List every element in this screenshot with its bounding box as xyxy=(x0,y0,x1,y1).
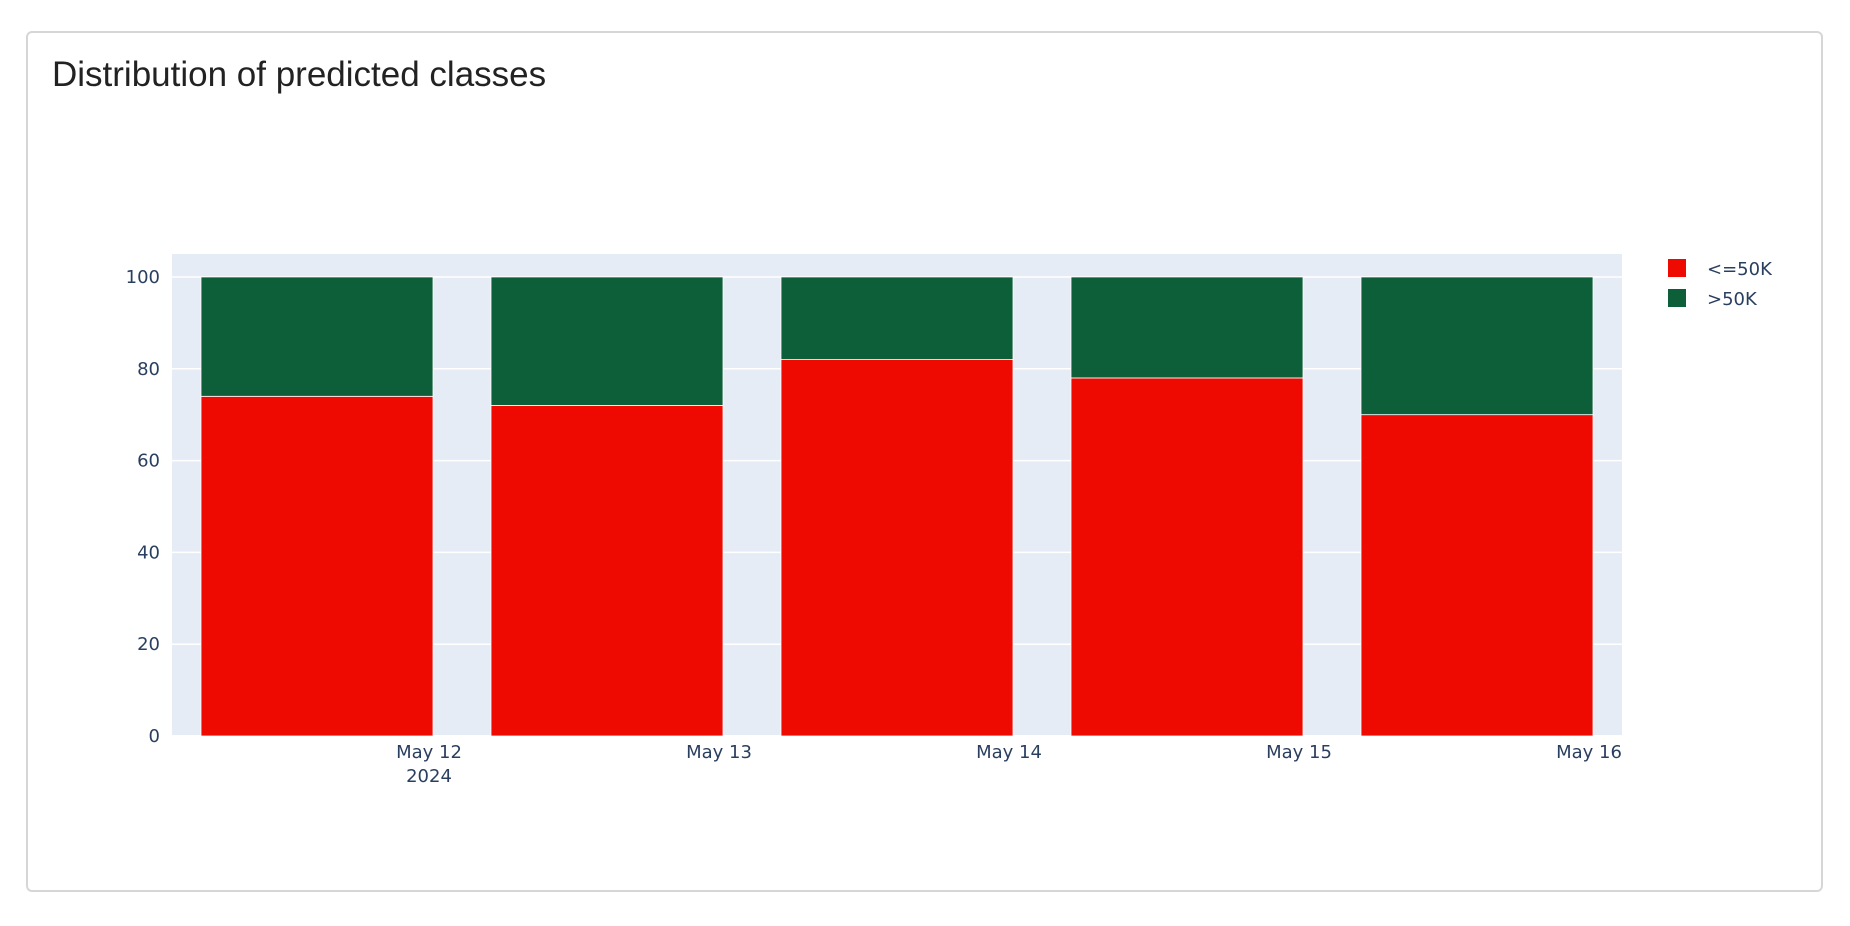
y-tick-label: 20 xyxy=(137,634,160,655)
bar-segment[interactable] xyxy=(780,276,1014,360)
legend-swatch[interactable] xyxy=(1668,259,1686,277)
y-axis-ticks: 0 20 40 60 80 100 xyxy=(126,267,160,747)
x-tick-label: May 13 xyxy=(686,742,752,763)
y-tick-label: 100 xyxy=(126,267,160,288)
bar-segment[interactable] xyxy=(1070,377,1304,737)
legend: <=50K >50K xyxy=(1668,259,1773,310)
x-axis-ticks: May 12 2024 May 13 May 14 May 15 May 16 xyxy=(396,742,1622,787)
bar-segment[interactable] xyxy=(200,395,434,737)
bar-segment[interactable] xyxy=(490,276,724,406)
chart-title: Distribution of predicted classes xyxy=(52,55,547,94)
y-tick-label: 60 xyxy=(137,451,160,472)
bar-segment[interactable] xyxy=(200,276,434,397)
legend-label[interactable]: <=50K xyxy=(1707,259,1773,280)
x-tick-label: May 15 xyxy=(1266,742,1332,763)
y-tick-label: 0 xyxy=(149,726,160,747)
y-tick-label: 40 xyxy=(137,542,160,563)
bar-segment[interactable] xyxy=(1360,414,1594,737)
bars xyxy=(200,276,1594,737)
bar-segment[interactable] xyxy=(1360,276,1594,416)
y-tick-label: 80 xyxy=(137,359,160,380)
legend-swatch[interactable] xyxy=(1668,289,1686,307)
x-tick-label: May 12 xyxy=(396,742,462,763)
bar-segment[interactable] xyxy=(490,405,724,737)
x-tick-label: May 14 xyxy=(976,742,1042,763)
bar-segment[interactable] xyxy=(1070,276,1304,379)
legend-label[interactable]: >50K xyxy=(1707,289,1758,310)
x-tick-label: May 16 xyxy=(1556,742,1622,763)
bar-segment[interactable] xyxy=(780,359,1014,737)
x-tick-year-label: 2024 xyxy=(406,766,452,787)
